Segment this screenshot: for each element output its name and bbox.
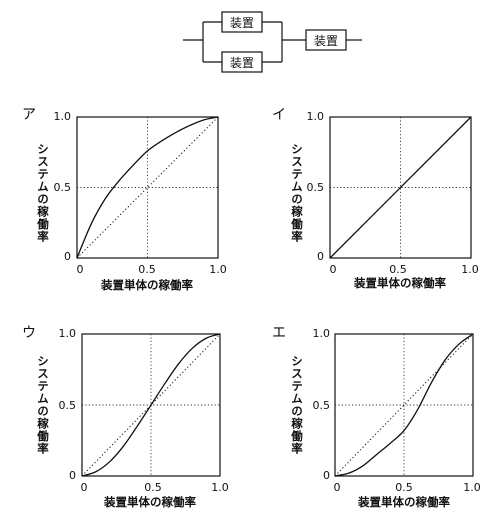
x-tick-label: 0.5 [144, 481, 162, 494]
y-tick-label: 0 [323, 469, 330, 482]
device-label: 装置 [314, 34, 338, 48]
x-tick-label: 1.0 [211, 481, 229, 494]
x-tick-label: 0 [77, 263, 84, 276]
graph-panel-a: ア システムの稼働率 1.0 0.5 0 0 0.5 1.0 装置単体の稼働率 [22, 107, 227, 292]
y-tick-label: 1.0 [59, 327, 77, 340]
block-diagram [183, 11, 362, 73]
y-tick-label: 0.5 [313, 399, 331, 412]
option-label: イ [272, 107, 286, 123]
y-tick-label: 0 [64, 250, 71, 263]
y-axis-label: システムの稼働率 [290, 355, 304, 455]
graph-panel-i: イ システムの稼働率 1.0 0.5 0 0 0.5 1.0 装置単体の稼働率 [272, 107, 479, 290]
option-label: エ [272, 325, 286, 341]
x-tick-label: 0.5 [138, 263, 156, 276]
y-tick-label: 0 [69, 469, 76, 482]
device-label: 装置 [230, 56, 254, 70]
reference-diagonal-line [76, 116, 219, 259]
x-axis-label: 装置単体の稼働率 [353, 276, 446, 290]
reference-diagonal-line [81, 333, 221, 477]
y-tick-label: 0.5 [54, 181, 72, 194]
x-axis-label: 装置単体の稼働率 [103, 495, 196, 509]
y-axis-label: システムの稼働率 [290, 143, 304, 243]
system-availability-curve [329, 116, 472, 259]
system-availability-curve [81, 333, 221, 477]
x-tick-label: 0 [334, 481, 341, 494]
graph-panel-u: ウ システムの稼働率 1.0 0.5 0 0 0.5 1.0 装置単体の稼働率 [22, 325, 229, 509]
y-tick-label: 1.0 [54, 110, 72, 123]
x-tick-label: 0.5 [389, 263, 407, 276]
x-tick-label: 0.5 [395, 481, 413, 494]
y-axis-label: システムの稼働率 [36, 143, 50, 243]
y-axis-label: システムの稼働率 [36, 355, 50, 455]
option-label: ウ [22, 325, 36, 341]
x-tick-label: 1.0 [463, 481, 481, 494]
x-axis-label: 装置単体の稼働率 [357, 495, 450, 509]
y-tick-label: 1.0 [313, 327, 331, 340]
x-tick-label: 0 [81, 481, 88, 494]
graph-panel-e: エ システムの稼働率 1.0 0.5 0 0 0.5 1.0 装置単体の稼働率 [272, 325, 481, 509]
y-tick-label: 0.5 [59, 399, 77, 412]
system-availability-curve [76, 116, 219, 259]
option-label: ア [22, 107, 36, 123]
x-axis-label: 装置単体の稼働率 [100, 278, 193, 292]
y-tick-label: 1.0 [307, 110, 325, 123]
y-tick-label: 0.5 [307, 181, 325, 194]
x-tick-label: 1.0 [461, 263, 479, 276]
device-label: 装置 [230, 16, 254, 30]
system-availability-curve [334, 333, 474, 477]
y-tick-label: 0 [317, 250, 324, 263]
x-tick-label: 0 [330, 263, 337, 276]
x-tick-label: 1.0 [209, 263, 227, 276]
reference-diagonal-line [334, 333, 474, 477]
